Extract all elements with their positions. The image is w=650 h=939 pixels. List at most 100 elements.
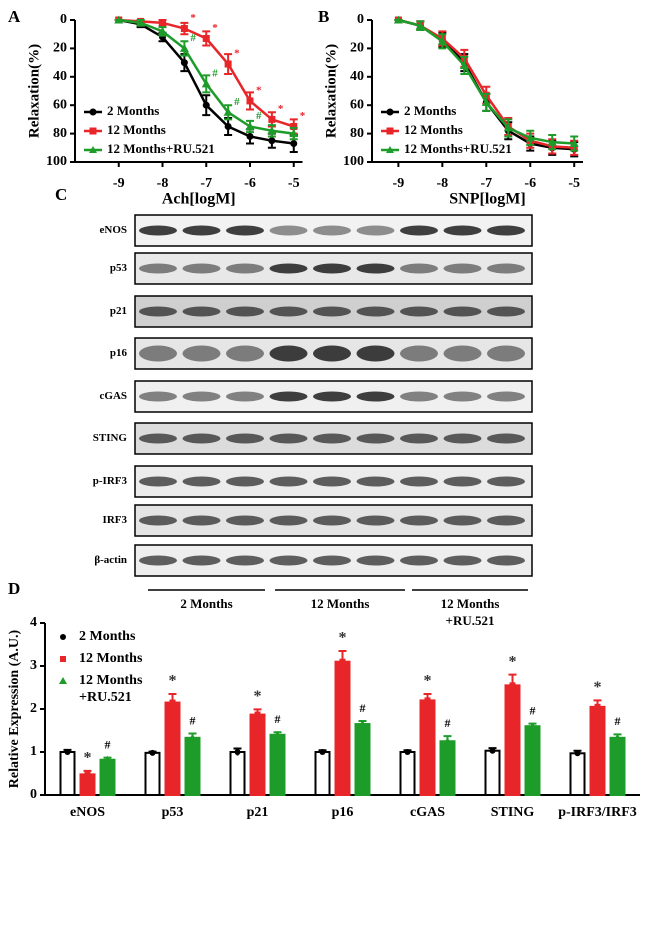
legend-label: 12 Months — [79, 651, 143, 666]
significance-label: # — [212, 67, 218, 79]
x-tick-label: cGAS — [410, 805, 445, 820]
blot-band — [313, 225, 351, 236]
blot-band — [182, 263, 221, 274]
x-tick-label: -9 — [113, 176, 125, 191]
legend-marker — [89, 108, 97, 116]
legend-label: 2 Months — [404, 103, 456, 118]
blot-band — [356, 345, 395, 362]
marker — [437, 36, 447, 45]
marker — [246, 97, 254, 105]
x-tick-label: -8 — [157, 176, 169, 191]
blot-band — [443, 225, 482, 236]
blot-band — [269, 555, 308, 566]
blot-label: p21 — [110, 305, 127, 317]
marker — [273, 730, 282, 738]
legend-label: 12 Months — [404, 122, 463, 137]
blot-band — [356, 515, 395, 526]
blot-band — [182, 391, 221, 402]
significance-label: * — [169, 673, 177, 690]
bar — [569, 752, 586, 796]
marker — [158, 26, 167, 35]
blot-band — [400, 433, 438, 444]
significance-label: # — [275, 712, 281, 726]
significance-label: * — [234, 48, 240, 60]
group-line-text: 12 Months — [441, 596, 500, 611]
marker — [224, 60, 232, 68]
blot-band — [139, 391, 177, 402]
legend-marker — [386, 108, 394, 116]
legend-label: 12 Months — [107, 122, 166, 137]
x-tick-label: -8 — [436, 176, 448, 191]
blot-band — [139, 555, 177, 566]
blot-band — [400, 225, 438, 236]
y-tick-label: 100 — [46, 154, 67, 169]
x-tick-label: -5 — [568, 176, 580, 191]
blot-band — [313, 391, 351, 402]
blot-band — [400, 306, 438, 317]
marker — [594, 703, 601, 710]
marker — [459, 60, 469, 69]
blot-band — [487, 515, 525, 526]
marker — [339, 658, 346, 665]
y-tick-label: 40 — [53, 69, 67, 84]
x-tick-label: p-IRF3/IRF3 — [558, 805, 637, 820]
blot-band — [269, 263, 308, 274]
marker — [84, 771, 91, 778]
blot-band — [443, 345, 482, 362]
marker — [234, 749, 241, 755]
significance-label: * — [278, 103, 284, 115]
y-tick-label: 40 — [350, 69, 364, 84]
marker — [547, 137, 557, 146]
significance-label: * — [594, 679, 602, 696]
blot-band — [487, 476, 525, 487]
blot-band — [400, 555, 438, 566]
blot-band — [487, 555, 525, 566]
significance-label: * — [339, 630, 347, 647]
marker — [268, 115, 276, 123]
y-tick-label: 4 — [30, 615, 37, 630]
blot-band — [313, 476, 351, 487]
significance-label: # — [234, 96, 240, 108]
significance-label: # — [445, 716, 451, 730]
blot-band — [182, 555, 221, 566]
blot-band — [313, 515, 351, 526]
blot-label: IRF3 — [103, 514, 128, 526]
blot-label: STING — [93, 432, 128, 444]
blot-band — [139, 345, 177, 362]
blot-band — [226, 225, 264, 236]
legend-marker — [89, 146, 97, 153]
blot-band — [356, 306, 395, 317]
panel-label: C — [55, 185, 67, 204]
y-tick-label: 20 — [350, 41, 364, 56]
blot-band — [269, 515, 308, 526]
legend-label: 12 Months+RU.521 — [404, 141, 512, 156]
blot-band — [487, 263, 525, 274]
marker — [169, 699, 176, 706]
marker — [613, 733, 622, 741]
blot-band — [356, 391, 395, 402]
panel-label: A — [8, 7, 21, 26]
marker — [574, 750, 581, 757]
y-axis-title: Relaxation(%) — [323, 44, 339, 138]
blot-band — [182, 476, 221, 487]
marker — [393, 15, 403, 24]
x-axis-title: SNP[logM] — [449, 191, 525, 208]
y-axis-title: Relative Expression (A.U.) — [7, 629, 22, 788]
marker — [268, 137, 276, 145]
x-tick-label: p53 — [162, 805, 184, 820]
y-tick-label: 0 — [30, 787, 37, 802]
bar — [334, 660, 351, 797]
blot-band — [313, 306, 351, 317]
marker — [179, 43, 189, 52]
blot-band — [139, 433, 177, 444]
bar — [524, 725, 541, 797]
marker — [202, 101, 210, 109]
marker — [509, 682, 516, 689]
blot-band — [182, 306, 221, 317]
marker — [290, 123, 298, 130]
y-tick-label: 3 — [30, 658, 37, 673]
blot-band — [182, 433, 221, 444]
blot-band — [487, 433, 525, 444]
y-tick-label: 20 — [53, 41, 67, 56]
group-label: 12 Months — [311, 596, 370, 611]
